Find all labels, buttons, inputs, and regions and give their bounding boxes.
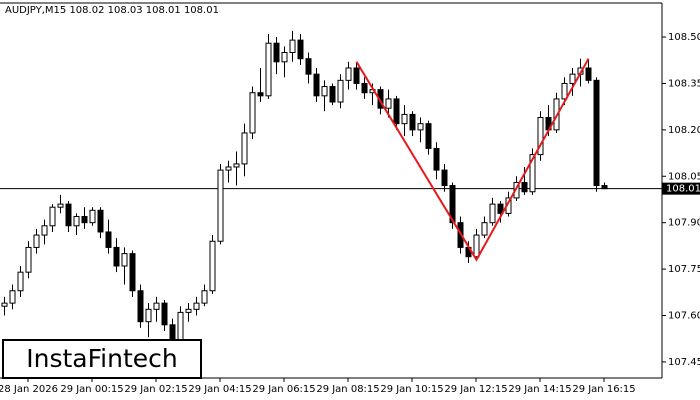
x-tick-label: 29 Jan 02:15 <box>124 384 187 395</box>
candle-body <box>305 58 312 75</box>
pattern-line <box>355 58 590 262</box>
logo: InstaFintech <box>26 344 178 373</box>
candle-body <box>313 73 320 97</box>
candle-body <box>65 203 72 227</box>
y-tick-label: 107.90 <box>668 218 700 229</box>
candle-body <box>41 225 48 236</box>
x-tick-label: 29 Jan 10:15 <box>380 384 443 395</box>
candle-body <box>225 166 232 171</box>
candle-body <box>441 169 448 187</box>
candle-body <box>265 42 272 97</box>
candle-body <box>57 203 64 208</box>
candle-body <box>113 246 120 267</box>
y-tick-label: 107.60 <box>668 311 700 322</box>
candle-body <box>145 308 152 323</box>
candle-body <box>521 181 528 193</box>
candle-body <box>249 92 256 134</box>
candle-body <box>401 113 408 125</box>
candle-body <box>569 73 576 84</box>
y-tick-label: 108.05 <box>668 171 700 182</box>
x-tick-label: 29 Jan 12:15 <box>444 384 507 395</box>
candle-body <box>97 209 104 233</box>
candle-body <box>233 163 240 168</box>
candle-body <box>17 271 24 292</box>
candle-body <box>601 185 608 190</box>
candle-body <box>81 215 88 224</box>
candle-body <box>153 302 160 310</box>
y-tick-label: 107.45 <box>668 357 700 368</box>
candle-body <box>385 98 392 109</box>
candle-body <box>257 92 264 97</box>
x-tick-label: 29 Jan 04:15 <box>188 384 251 395</box>
candle-body <box>49 206 56 227</box>
candle-body <box>449 185 456 224</box>
candle-body <box>473 234 480 258</box>
candle-body <box>297 39 304 60</box>
candle-body <box>329 86 336 103</box>
candle-body <box>289 39 296 54</box>
candle-body <box>161 302 168 326</box>
candle-body <box>481 222 488 236</box>
x-tick-label: 29 Jan 06:15 <box>252 384 315 395</box>
candle-body <box>497 203 504 214</box>
candle-body <box>361 82 368 94</box>
logo-box <box>2 339 202 379</box>
y-tick-label: 108.50 <box>668 32 700 43</box>
candle-body <box>33 234 40 248</box>
candle-body <box>137 290 144 323</box>
candle-body <box>321 86 328 97</box>
candle-body <box>337 79 344 103</box>
candle-body <box>585 67 592 81</box>
candle-body <box>417 123 424 131</box>
candle-body <box>193 302 200 310</box>
candle-body <box>593 79 600 187</box>
candle-body <box>529 154 536 193</box>
candle-body <box>537 116 544 156</box>
x-tick-label: 29 Jan 16:15 <box>572 384 635 395</box>
candle-body <box>9 290 16 304</box>
candle-body <box>561 82 568 100</box>
candle-body <box>105 231 112 248</box>
candle-body <box>73 215 80 227</box>
candle-body <box>89 209 96 224</box>
candle-body <box>209 240 216 292</box>
candle-body <box>121 253 128 267</box>
x-tick-label: 29 Jan 08:15 <box>316 384 379 395</box>
last-price-box <box>662 182 700 195</box>
x-tick-label: 29 Jan 14:15 <box>508 384 571 395</box>
candle-body <box>409 113 416 131</box>
candle-body <box>201 290 208 304</box>
chart-title: AUDJPY,M15 108.02 108.03 108.01 108.01 <box>5 5 219 16</box>
candle-body <box>425 123 432 149</box>
candle-body <box>1 302 8 307</box>
x-tick-label: 28 Jan 2026 <box>0 384 58 395</box>
candle-body <box>281 52 288 63</box>
candle-body <box>353 67 360 84</box>
candle-body <box>273 42 280 63</box>
last-price-label: 108.01 <box>666 184 700 195</box>
candle-body <box>241 132 248 165</box>
candle-body <box>185 308 192 313</box>
candle-body <box>393 98 400 125</box>
y-tick-label: 108.20 <box>668 125 700 136</box>
candle-body <box>433 147 440 171</box>
candle-body <box>25 246 32 273</box>
x-tick-label: 29 Jan 00:15 <box>60 384 123 395</box>
candle-body <box>489 203 496 224</box>
y-tick-label: 108.35 <box>668 78 700 89</box>
y-tick-label: 107.75 <box>668 264 700 275</box>
candle-body <box>345 67 352 81</box>
candle-body <box>217 169 224 242</box>
candle-body <box>513 181 520 199</box>
candle-body <box>129 253 136 292</box>
